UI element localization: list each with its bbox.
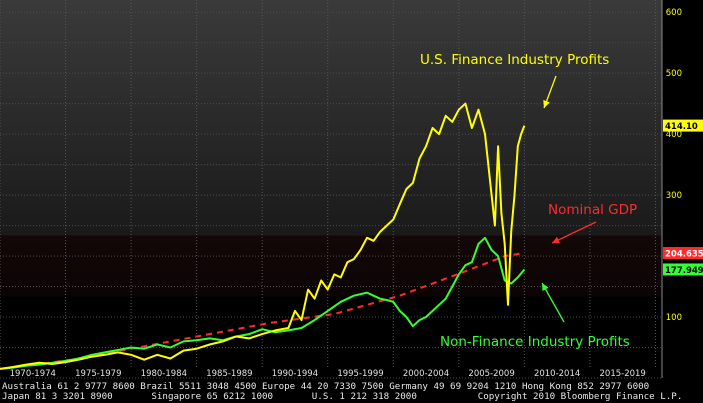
arrow-nominal-gdp-head: [552, 236, 560, 244]
x-tick-label: 2010-2014: [534, 369, 580, 379]
y-tick-label: 600: [666, 8, 682, 18]
series-line-u-s-finance-industry-profits: [0, 102, 526, 370]
arrow-nominal-gdp-shaft: [551, 221, 597, 244]
end-label-text: 414.10: [665, 122, 698, 132]
x-tick-labels: 1970-1974 1975-1979 1980-1984 1985-1989 1990…: [10, 369, 646, 379]
x-tick-label: 2000-2004: [403, 369, 449, 379]
arrow-non-finance-profits-head: [542, 283, 549, 291]
series-line-non-finance-industry-profits: [0, 236, 526, 370]
annotation-nominal-gdp: Nominal GDP: [548, 202, 637, 218]
y-tick-label: 400: [666, 130, 682, 140]
x-tick-label: 1980-1984: [141, 369, 187, 379]
y-tick-label: 100: [666, 313, 682, 323]
arrow-finance-profits-head: [543, 100, 550, 108]
end-label-box: [663, 247, 703, 260]
end-label-text: 204.6355: [665, 250, 703, 260]
x-tick-label: 1990-1994: [272, 369, 318, 379]
x-tick-label: 1975-1979: [75, 369, 121, 379]
end-label-box: [663, 119, 703, 132]
x-tick-label: 2015-2019: [600, 369, 646, 379]
gridlines: [0, 0, 663, 379]
end-label-text: 177.9497: [665, 266, 703, 276]
end-label-box: [663, 263, 703, 276]
end-value-labels: 414.10 204.6355 177.9497: [663, 119, 703, 276]
annotations: U.S. Finance Industry Profits Nominal GDP…: [420, 52, 637, 350]
x-tick-label: 1970-1974: [10, 369, 56, 379]
x-tick-label: 1985-1989: [206, 369, 252, 379]
y-tick-label: 300: [666, 191, 682, 201]
footer-contact-line-1: Australia 61 2 9777 8600 Brazil 5511 304…: [2, 381, 650, 392]
series-line-nominal-gdp: [0, 252, 525, 370]
x-tick-label: 2005-2009: [468, 369, 514, 379]
x-tick-label: 1995-1999: [337, 369, 383, 379]
arrow-non-finance-profits-shaft: [541, 282, 565, 323]
series-lines: [0, 102, 526, 370]
annotation-non-finance-profits: Non-Finance Industry Profits: [440, 334, 630, 350]
y-tick-label: 500: [666, 69, 682, 79]
footer-contact-line-2: Japan 81 3 3201 8900 Singapore 65 6212 1…: [2, 391, 683, 402]
annotation-finance-profits: U.S. Finance Industry Profits: [420, 52, 609, 68]
